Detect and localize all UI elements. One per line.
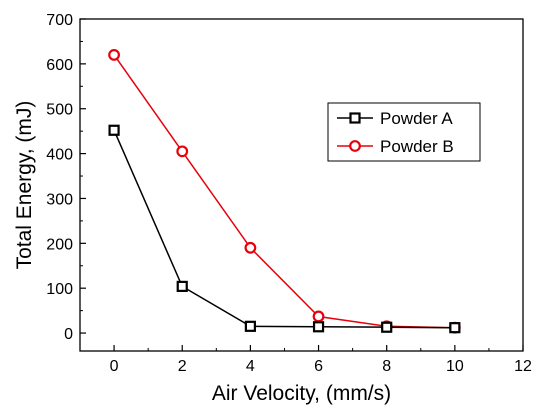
y-tick-label: 0 — [64, 326, 73, 343]
y-tick-label: 400 — [46, 147, 73, 164]
data-point-powder-b — [244, 241, 257, 254]
legend-label-powder-a: Powder A — [380, 109, 453, 128]
x-tick-label: 4 — [246, 358, 255, 375]
y-tick-label: 300 — [46, 191, 73, 208]
data-point-powder-a — [312, 321, 325, 333]
legend-item-powder-b: Powder B — [337, 137, 454, 156]
legend-label-powder-b: Powder B — [380, 137, 454, 156]
series-layer — [108, 48, 461, 334]
data-point-powder-a — [244, 320, 256, 332]
x-tick-label: 12 — [514, 358, 532, 375]
legend: Powder A Powder B — [327, 102, 481, 162]
data-point-powder-b — [176, 145, 189, 158]
legend-marker-powder-a — [349, 112, 361, 124]
x-tick-label: 2 — [178, 358, 187, 375]
x-tick-label: 6 — [314, 358, 323, 375]
data-point-powder-b — [108, 48, 120, 61]
data-point-powder-b — [312, 310, 325, 323]
y-tick-label: 200 — [46, 236, 73, 253]
y-tick-label: 500 — [46, 102, 73, 119]
data-point-powder-a — [381, 321, 393, 333]
x-tick-label: 0 — [110, 358, 119, 375]
x-tick-label: 8 — [382, 358, 391, 375]
x-tick-label: 10 — [446, 358, 464, 375]
data-point-powder-a — [449, 322, 461, 334]
y-tick-label: 100 — [46, 281, 73, 298]
x-axis-title: Air Velocity, (mm/s) — [212, 382, 391, 405]
y-axis-title: Total Energy, (mJ) — [13, 101, 36, 270]
y-axis: 0 100 200 300 400 500 600 700 — [46, 12, 86, 343]
x-axis: 0 2 4 6 8 10 12 — [110, 345, 532, 375]
legend-item-powder-a: Powder A — [337, 109, 453, 128]
y-tick-label: 600 — [46, 57, 73, 74]
data-point-powder-a — [176, 280, 188, 292]
data-point-powder-a — [108, 124, 120, 136]
legend-marker-powder-b — [349, 140, 361, 152]
series-line-powder-a — [113, 130, 455, 329]
y-tick-label: 700 — [46, 12, 73, 29]
plot-frame — [79, 18, 524, 352]
